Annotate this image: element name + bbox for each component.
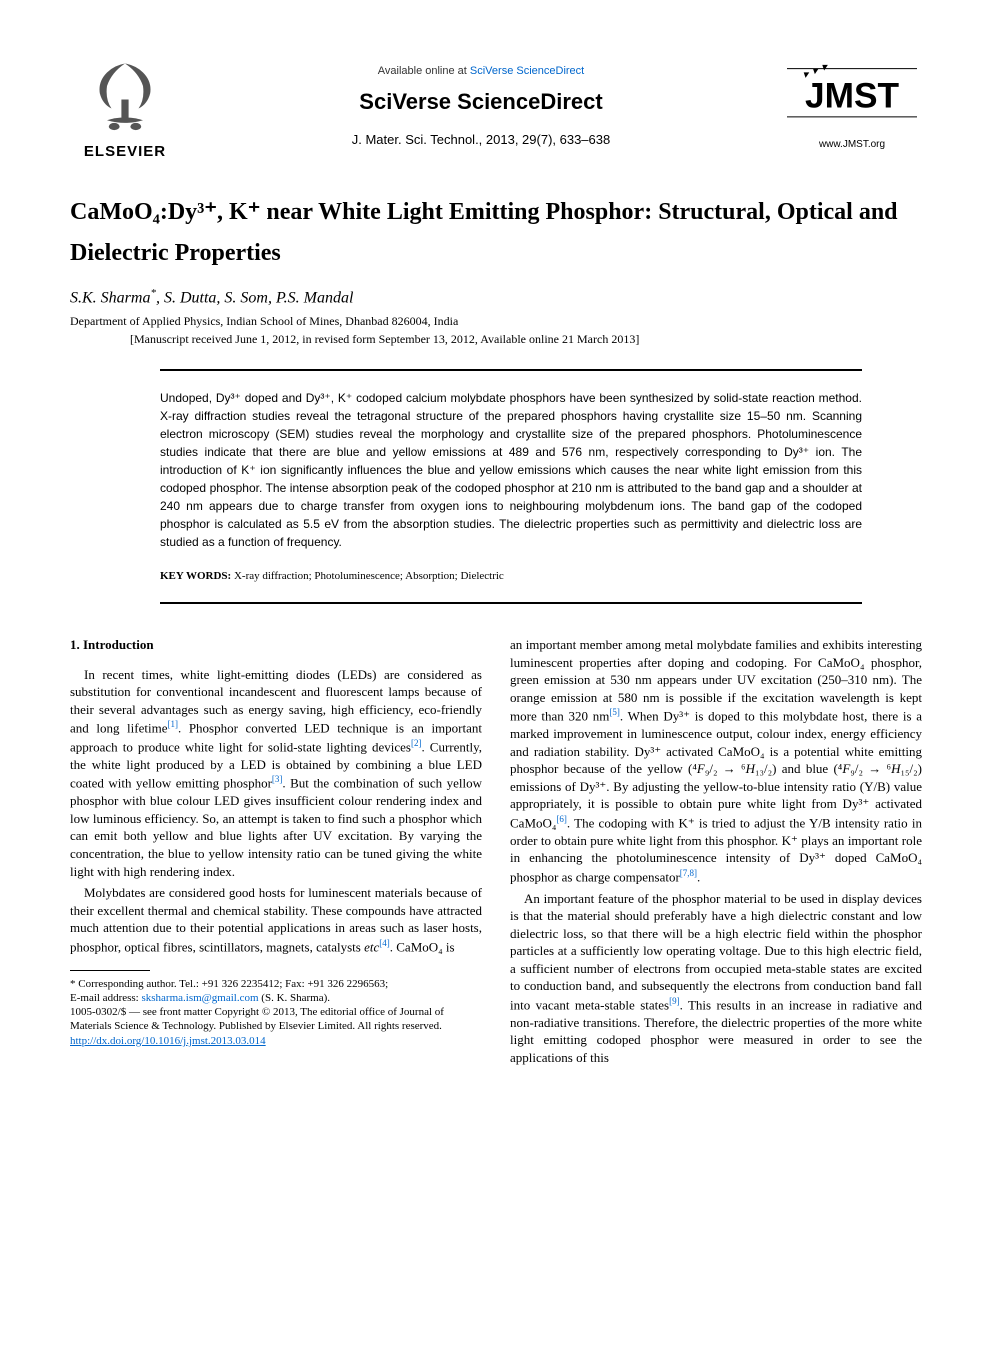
author-list: S.K. Sharma*, S. Dutta, S. Som, P.S. Man… — [70, 286, 922, 309]
jmst-logo-icon: JMST — [787, 61, 917, 131]
doi-link[interactable]: http://dx.doi.org/10.1016/j.jmst.2013.03… — [70, 1035, 266, 1047]
body-columns: 1. Introduction In recent times, white l… — [70, 636, 922, 1070]
email-link[interactable]: sksharma.ism@gmail.com — [141, 992, 258, 1004]
cite-9[interactable]: [9] — [669, 996, 680, 1006]
col2-para1: an important member among metal molybdat… — [510, 636, 922, 886]
authors-text: S.K. Sharma — [70, 289, 150, 306]
cite-1[interactable]: [1] — [167, 719, 178, 729]
footnote-rule — [70, 970, 150, 971]
section-1-heading: 1. Introduction — [70, 636, 482, 654]
column-left: 1. Introduction In recent times, white l… — [70, 636, 482, 1070]
center-header: Available online at SciVerse ScienceDire… — [180, 64, 782, 148]
available-online-line: Available online at SciVerse ScienceDire… — [180, 64, 782, 79]
keywords-label: KEY WORDS: — [160, 570, 231, 582]
elsevier-label: ELSEVIER — [84, 142, 166, 162]
cite-4[interactable]: [4] — [379, 938, 390, 948]
cite-3[interactable]: [3] — [272, 774, 283, 784]
elsevier-tree-icon — [80, 50, 170, 140]
cite-5[interactable]: [5] — [609, 707, 620, 717]
doi-line: http://dx.doi.org/10.1016/j.jmst.2013.03… — [70, 1034, 482, 1048]
article-title: CaMoO₄:Dy³⁺, K⁺ near White Light Emittin… — [70, 192, 922, 274]
sciverse-link[interactable]: SciVerse ScienceDirect — [470, 65, 584, 77]
email-line: E-mail address: sksharma.ism@gmail.com (… — [70, 991, 482, 1005]
journal-header: ELSEVIER Available online at SciVerse Sc… — [70, 50, 922, 162]
abstract-block: Undoped, Dy³⁺ doped and Dy³⁺, K⁺ codoped… — [160, 369, 862, 604]
keywords-line: KEY WORDS: X-ray diffraction; Photolumin… — [160, 569, 862, 584]
available-prefix: Available online at — [378, 65, 470, 77]
jmst-url: www.JMST.org — [782, 138, 922, 152]
authors-rest: , S. Dutta, S. Som, P.S. Mandal — [156, 289, 353, 306]
col2-para2: An important feature of the phosphor mat… — [510, 890, 922, 1067]
copyright-note: 1005-0302/$ — see front matter Copyright… — [70, 1005, 482, 1034]
keywords-values: X-ray diffraction; Photoluminescence; Ab… — [234, 570, 504, 582]
email-suffix: (S. K. Sharma). — [259, 992, 331, 1004]
cite-7-8[interactable]: [7,8] — [680, 868, 697, 878]
corresponding-author-note: * Corresponding author. Tel.: +91 326 22… — [70, 977, 482, 991]
elsevier-logo: ELSEVIER — [70, 50, 180, 162]
svg-text:JMST: JMST — [805, 77, 900, 116]
affiliation: Department of Applied Physics, Indian Sc… — [70, 313, 922, 329]
sciverse-brand: SciVerse ScienceDirect — [180, 87, 782, 117]
jmst-logo: JMST www.JMST.org — [782, 61, 922, 151]
cite-2[interactable]: [2] — [411, 738, 422, 748]
email-label: E-mail address: — [70, 992, 141, 1004]
col1-para1: In recent times, white light-emitting di… — [70, 666, 482, 881]
col1-para2: Molybdates are considered good hosts for… — [70, 884, 482, 956]
journal-citation: J. Mater. Sci. Technol., 2013, 29(7), 63… — [180, 131, 782, 149]
column-right: an important member among metal molybdat… — [510, 636, 922, 1070]
cite-6[interactable]: [6] — [556, 814, 567, 824]
manuscript-dates: [Manuscript received June 1, 2012, in re… — [130, 331, 922, 347]
abstract-text: Undoped, Dy³⁺ doped and Dy³⁺, K⁺ codoped… — [160, 389, 862, 551]
